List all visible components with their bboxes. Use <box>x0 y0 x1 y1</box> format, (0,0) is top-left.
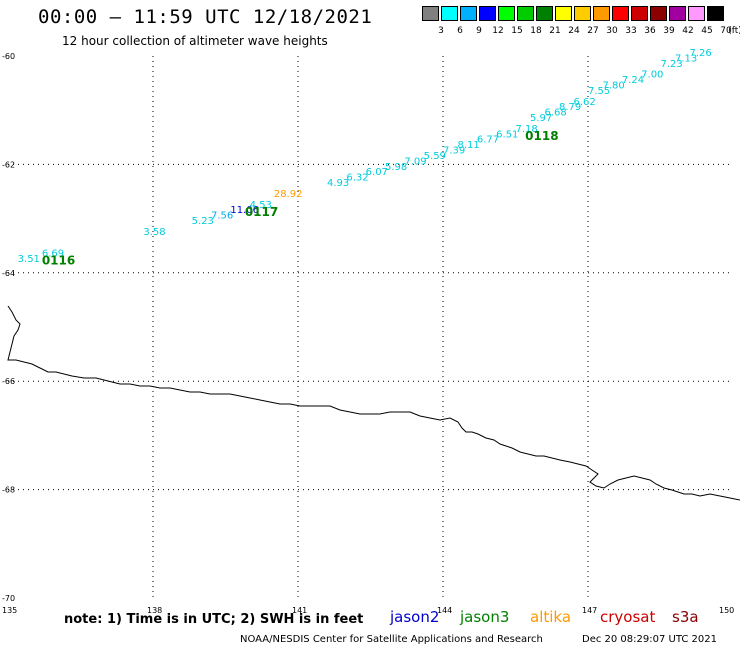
legend-tick-label: 3 <box>438 26 444 36</box>
swh-reading: 6.77 <box>477 135 499 146</box>
pass-label: 0118 <box>525 129 558 143</box>
swh-reading: 28.92 <box>274 189 303 200</box>
legend-swatch <box>479 6 496 21</box>
swh-reading: 6.32 <box>346 173 368 184</box>
swh-reading: 7.55 <box>588 86 610 97</box>
swh-reading: 6.69 <box>42 249 64 260</box>
swh-reading: 6.62 <box>574 97 596 108</box>
legend-tick-label: 24 <box>568 26 580 36</box>
satellite-label: s3a <box>672 608 699 626</box>
swh-reading: 7.24 <box>622 75 644 86</box>
legend-tick-label: 27 <box>587 26 599 36</box>
legend-unit: (ft) <box>728 26 740 36</box>
legend-tick-label: 70 <box>720 26 732 36</box>
legend-swatch <box>536 6 553 21</box>
swh-reading: 7.39 <box>443 146 465 157</box>
swh-reading: 6.51 <box>496 129 518 140</box>
lon-tick-label: 150 <box>719 606 734 615</box>
antarctic-coastline <box>7 305 740 501</box>
lat-tick-label: -60 <box>2 52 15 61</box>
legend-tick-label: 36 <box>644 26 656 36</box>
satellite-label: cryosat <box>600 608 656 626</box>
swh-reading: 7.26 <box>690 48 712 59</box>
swh-reading: 5.59 <box>424 151 446 162</box>
legend-tick-label: 30 <box>606 26 618 36</box>
swh-reading: 5.97 <box>530 113 552 124</box>
lat-tick-label: -66 <box>2 377 15 386</box>
swh-reading: 3.51 <box>18 254 40 265</box>
satellite-label: jason3 <box>460 608 510 626</box>
legend-tick-label: 12 <box>492 26 504 36</box>
pass-label: 0117 <box>245 205 278 219</box>
swh-reading: 4.93 <box>327 178 349 189</box>
legend-tick-label: 15 <box>511 26 523 36</box>
legend-tick-label: 45 <box>701 26 713 36</box>
swh-readings: 3.51 6.693.585.237.5611.064.5328.924.936.… <box>18 48 712 265</box>
map-title: 00:00 – 11:59 UTC 12/18/2021 <box>38 6 373 28</box>
swh-reading: 5.23 <box>192 216 214 227</box>
swh-reading: 7.80 <box>603 81 625 92</box>
legend-tick-label: 42 <box>682 26 694 36</box>
legend-swatch <box>498 6 515 21</box>
lon-tick-label: 138 <box>147 606 162 615</box>
generated-timestamp: Dec 20 08:29:07 UTC 2021 <box>582 634 717 645</box>
legend-tick-label: 6 <box>457 26 463 36</box>
swh-reading: 5.98 <box>385 162 407 173</box>
swh-reading: 7.18 <box>516 124 538 135</box>
legend-tick-label: 33 <box>625 26 637 36</box>
swh-reading: 7.00 <box>641 70 663 81</box>
pass-labels: 0116 0117 0118 <box>42 129 559 268</box>
lat-tick-label: -62 <box>2 160 15 169</box>
legend-swatch <box>574 6 591 21</box>
map-grid: 135 138 141 144 147 150 -60 -62 -64 -66 -68 -70 <box>2 52 734 615</box>
swh-reading: 6.68 <box>545 108 567 119</box>
lon-tick-label: 135 <box>2 606 17 615</box>
lat-tick-label: -68 <box>2 486 15 495</box>
legend-swatch <box>460 6 477 21</box>
swh-reading: 3.58 <box>143 227 165 238</box>
legend-swatch <box>707 6 724 21</box>
swh-reading: 4.53 <box>250 200 272 211</box>
legend-swatch <box>422 6 439 21</box>
credit-line: NOAA/NESDIS Center for Satellite Applica… <box>240 634 543 645</box>
lon-tick-label: 144 <box>437 606 452 615</box>
legend-tick-label: 39 <box>663 26 675 36</box>
legend-swatch <box>555 6 572 21</box>
swh-reading: 6.07 <box>366 167 388 178</box>
units-note: note: 1) Time is in UTC; 2) SWH is in fe… <box>64 612 364 627</box>
satellite-label: altika <box>530 608 572 626</box>
map-subtitle: 12 hour collection of altimeter wave hei… <box>62 34 328 48</box>
legend-tick-label: 21 <box>549 26 561 36</box>
legend-swatch <box>631 6 648 21</box>
swh-reading: 7.13 <box>675 53 697 64</box>
swh-reading: 7.23 <box>661 59 683 70</box>
legend-swatch <box>593 6 610 21</box>
legend-tick-label: 18 <box>530 26 542 36</box>
legend-swatch <box>612 6 629 21</box>
lat-tick-label: -70 <box>2 594 15 603</box>
legend-tick-label: 9 <box>476 26 482 36</box>
legend-swatch <box>650 6 667 21</box>
lon-tick-label: 141 <box>292 606 307 615</box>
swh-reading: 8.79 <box>559 102 581 113</box>
swh-reading: 11.06 <box>230 205 259 216</box>
satellite-label: jason2 <box>390 608 440 626</box>
legend-swatch <box>688 6 705 21</box>
lon-tick-label: 147 <box>582 606 597 615</box>
legend-swatch <box>517 6 534 21</box>
lat-tick-label: -64 <box>2 269 15 278</box>
legend-swatch <box>669 6 686 21</box>
legend-swatch <box>441 6 458 21</box>
swh-reading: 8.11 <box>458 140 480 151</box>
swh-reading: 7.09 <box>404 156 426 167</box>
swh-reading: 7.56 <box>211 211 233 222</box>
pass-label: 0116 <box>42 254 75 268</box>
